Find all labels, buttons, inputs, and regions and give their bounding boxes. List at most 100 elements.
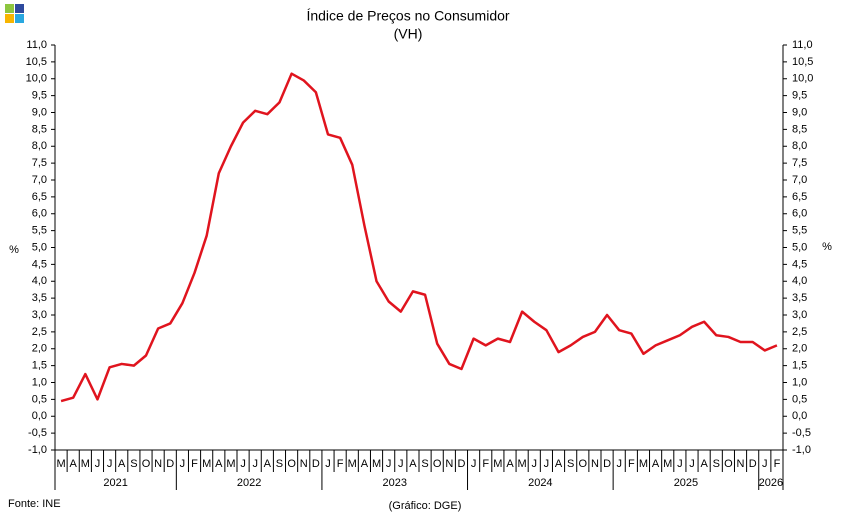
y-tick-label: 3,5 [32,292,47,304]
x-tick-label: A [70,458,78,470]
x-tick-label: O [142,458,151,470]
logo [15,4,24,13]
x-tick-label: M [493,458,502,470]
y-tick-label: 6,5 [32,191,47,203]
x-tick-label: A [409,458,417,470]
x-tick-label: O [579,458,588,470]
year-label: 2025 [674,477,698,489]
y-tick-label: 2,0 [32,343,47,355]
x-tick-label: M [372,458,381,470]
y2-tick-label: 7,0 [792,174,807,186]
y-tick-label: 3,0 [32,309,47,321]
y2-tick-label: 3,0 [792,309,807,321]
x-tick-label: A [555,458,563,470]
x-tick-label: J [325,458,331,470]
y-tick-label: 1,0 [32,376,47,388]
y2-tick-label: 0,0 [792,410,807,422]
x-tick-label: F [482,458,489,470]
x-tick-label: M [348,458,357,470]
x-tick-label: N [300,458,308,470]
y2-tick-label: 0,5 [792,393,807,405]
y-tick-label: 5,0 [32,241,47,253]
x-tick-label: M [226,458,235,470]
x-tick-label: N [445,458,453,470]
y2-tick-label: 8,0 [792,140,807,152]
x-tick-label: A [118,458,126,470]
y2-tick-label: 2,0 [792,343,807,355]
x-tick-label: J [471,458,477,470]
y2-tick-label: 6,5 [792,191,807,203]
y-tick-label: 7,0 [32,174,47,186]
x-tick-label: D [312,458,320,470]
y-tick-label: 0,0 [32,410,47,422]
x-tick-label: A [215,458,223,470]
source: Fonte: INE [8,498,61,510]
y2-tick-label: 8,5 [792,123,807,135]
y2-tick-label: 9,0 [792,106,807,118]
x-tick-label: J [544,458,550,470]
y-tick-label: 4,5 [32,258,47,270]
y2-tick-label: 5,5 [792,225,807,237]
y2-tick-label: 2,5 [792,326,807,338]
x-tick-label: J [677,458,683,470]
y2-tick-label: 4,0 [792,275,807,287]
y2-tick-label: 5,0 [792,241,807,253]
y-tick-label: -0,5 [28,427,47,439]
y2-axis-label: % [822,241,832,253]
x-tick-label: N [591,458,599,470]
x-tick-label: S [130,458,137,470]
y2-tick-label: 1,0 [792,376,807,388]
y-tick-label: 4,0 [32,275,47,287]
x-tick-label: S [276,458,283,470]
x-tick-label: F [337,458,344,470]
y-tick-label: 11,0 [26,39,47,51]
y2-tick-label: 11,0 [792,39,813,51]
x-tick-label: F [774,458,781,470]
x-tick-label: D [457,458,465,470]
year-label: 2024 [528,477,552,489]
y-tick-label: 8,0 [32,140,47,152]
year-label: 2022 [237,477,261,489]
logo [5,14,14,23]
y2-tick-label: 10,5 [792,56,813,68]
x-tick-label: N [737,458,745,470]
y2-tick-label: 3,5 [792,292,807,304]
y2-tick-label: 9,5 [792,90,807,102]
x-tick-label: F [191,458,198,470]
chart-title: Índice de Preços no Consumidor [306,8,509,24]
x-tick-label: M [663,458,672,470]
y2-tick-label: -1,0 [792,444,811,456]
x-tick-label: S [567,458,574,470]
x-tick-label: J [107,458,113,470]
y2-tick-label: 1,5 [792,360,807,372]
x-tick-label: O [433,458,442,470]
x-tick-label: A [361,458,369,470]
y-tick-label: 5,5 [32,225,47,237]
x-tick-label: J [95,458,101,470]
y2-tick-label: 7,5 [792,157,807,169]
y-tick-label: 7,5 [32,157,47,169]
x-tick-label: J [762,458,768,470]
x-tick-label: N [154,458,162,470]
year-label: 2023 [382,477,406,489]
x-tick-label: D [749,458,757,470]
year-label: 2021 [103,477,127,489]
y-tick-label: 9,0 [32,106,47,118]
y-tick-label: 8,5 [32,123,47,135]
x-tick-label: J [689,458,695,470]
x-tick-label: J [532,458,538,470]
x-tick-label: M [81,458,90,470]
y-tick-label: 10,5 [26,56,47,68]
x-tick-label: M [202,458,211,470]
y-tick-label: 1,5 [32,360,47,372]
y-axis-label: % [9,244,19,256]
x-tick-label: D [603,458,611,470]
y2-tick-label: 4,5 [792,258,807,270]
x-tick-label: J [180,458,186,470]
x-tick-label: J [616,458,622,470]
x-tick-label: D [166,458,174,470]
y-tick-label: 10,0 [26,73,47,85]
x-tick-label: J [398,458,404,470]
x-tick-label: J [240,458,246,470]
x-tick-label: S [421,458,428,470]
